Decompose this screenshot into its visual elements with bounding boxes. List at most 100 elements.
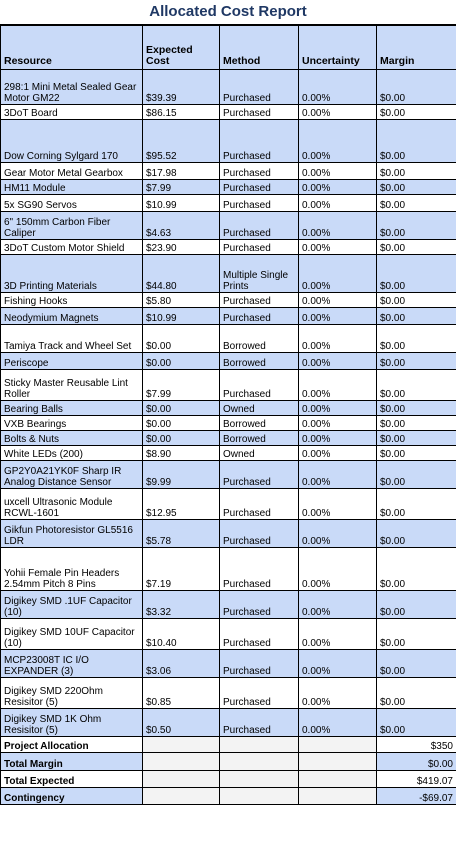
method-cell[interactable]: Purchased: [219, 194, 299, 212]
margin-cell[interactable]: $0.00: [376, 415, 456, 431]
method-cell[interactable]: Purchased: [219, 618, 299, 650]
empty-cell[interactable]: [219, 752, 299, 771]
margin-cell[interactable]: $0.00: [376, 430, 456, 446]
header-margin[interactable]: Margin: [376, 25, 456, 70]
empty-cell[interactable]: [219, 787, 299, 805]
margin-cell[interactable]: $0.00: [376, 400, 456, 416]
cost-cell[interactable]: $10.99: [142, 307, 220, 325]
uncertainty-cell[interactable]: 0.00%: [298, 369, 377, 401]
margin-cell[interactable]: $0.00: [376, 254, 456, 293]
cost-cell[interactable]: $4.63: [142, 211, 220, 240]
method-cell[interactable]: Purchased: [219, 369, 299, 401]
method-cell[interactable]: Purchased: [219, 708, 299, 737]
summary-label[interactable]: Contingency: [0, 787, 143, 805]
margin-cell[interactable]: $0.00: [376, 239, 456, 255]
margin-cell[interactable]: $0.00: [376, 162, 456, 180]
cost-cell[interactable]: $3.06: [142, 649, 220, 678]
margin-cell[interactable]: $0.00: [376, 307, 456, 325]
cost-cell[interactable]: $5.78: [142, 519, 220, 548]
resource-cell[interactable]: Gear Motor Metal Gearbox: [0, 162, 143, 180]
uncertainty-cell[interactable]: 0.00%: [298, 211, 377, 240]
cost-cell[interactable]: $9.99: [142, 460, 220, 489]
empty-cell[interactable]: [219, 770, 299, 788]
resource-cell[interactable]: Digikey SMD 10UF Capacitor (10): [0, 618, 143, 650]
resource-cell[interactable]: 6" 150mm Carbon Fiber Caliper: [0, 211, 143, 240]
resource-cell[interactable]: White LEDs (200): [0, 445, 143, 461]
resource-cell[interactable]: 3D Printing Materials: [0, 254, 143, 293]
header-method[interactable]: Method: [219, 25, 299, 70]
method-cell[interactable]: Purchased: [219, 119, 299, 163]
resource-cell[interactable]: Periscope: [0, 352, 143, 370]
method-cell[interactable]: Purchased: [219, 519, 299, 548]
resource-cell[interactable]: Yohii Female Pin Headers 2.54mm Pitch 8 …: [0, 547, 143, 591]
cost-cell[interactable]: $5.80: [142, 292, 220, 308]
cost-cell[interactable]: $7.99: [142, 369, 220, 401]
summary-value[interactable]: -$69.07: [376, 787, 456, 805]
method-cell[interactable]: Purchased: [219, 162, 299, 180]
uncertainty-cell[interactable]: 0.00%: [298, 547, 377, 591]
uncertainty-cell[interactable]: 0.00%: [298, 708, 377, 737]
margin-cell[interactable]: $0.00: [376, 119, 456, 163]
resource-cell[interactable]: Digikey SMD 220Ohm Resisitor (5): [0, 677, 143, 709]
uncertainty-cell[interactable]: 0.00%: [298, 194, 377, 212]
cost-cell[interactable]: $7.99: [142, 179, 220, 195]
uncertainty-cell[interactable]: 0.00%: [298, 239, 377, 255]
summary-label[interactable]: Project Allocation: [0, 736, 143, 753]
empty-cell[interactable]: [298, 736, 377, 753]
uncertainty-cell[interactable]: 0.00%: [298, 415, 377, 431]
empty-cell[interactable]: [142, 787, 220, 805]
resource-cell[interactable]: Dow Corning Sylgard 170: [0, 119, 143, 163]
margin-cell[interactable]: $0.00: [376, 324, 456, 353]
margin-cell[interactable]: $0.00: [376, 352, 456, 370]
empty-cell[interactable]: [142, 752, 220, 771]
cost-cell[interactable]: $86.15: [142, 104, 220, 120]
margin-cell[interactable]: $0.00: [376, 445, 456, 461]
uncertainty-cell[interactable]: 0.00%: [298, 430, 377, 446]
method-cell[interactable]: Owned: [219, 400, 299, 416]
margin-cell[interactable]: $0.00: [376, 104, 456, 120]
resource-cell[interactable]: 298:1 Mini Metal Sealed Gear Motor GM22: [0, 69, 143, 105]
summary-value[interactable]: $0.00: [376, 752, 456, 771]
summary-label[interactable]: Total Margin: [0, 752, 143, 771]
cost-cell[interactable]: $0.00: [142, 324, 220, 353]
resource-cell[interactable]: Tamiya Track and Wheel Set: [0, 324, 143, 353]
resource-cell[interactable]: Digikey SMD .1UF Capacitor (10): [0, 590, 143, 619]
cost-cell[interactable]: $0.00: [142, 430, 220, 446]
empty-cell[interactable]: [298, 752, 377, 771]
cost-cell[interactable]: $8.90: [142, 445, 220, 461]
resource-cell[interactable]: MCP23008T IC I/O EXPANDER (3): [0, 649, 143, 678]
method-cell[interactable]: Borrowed: [219, 324, 299, 353]
cost-cell[interactable]: $3.32: [142, 590, 220, 619]
uncertainty-cell[interactable]: 0.00%: [298, 590, 377, 619]
margin-cell[interactable]: $0.00: [376, 618, 456, 650]
uncertainty-cell[interactable]: 0.00%: [298, 69, 377, 105]
cost-cell[interactable]: $17.98: [142, 162, 220, 180]
cost-cell[interactable]: $0.00: [142, 400, 220, 416]
method-cell[interactable]: Purchased: [219, 547, 299, 591]
method-cell[interactable]: Multiple Single Prints: [219, 254, 299, 293]
margin-cell[interactable]: $0.00: [376, 69, 456, 105]
resource-cell[interactable]: HM11 Module: [0, 179, 143, 195]
cost-cell[interactable]: $44.80: [142, 254, 220, 293]
method-cell[interactable]: Purchased: [219, 239, 299, 255]
resource-cell[interactable]: 3DoT Custom Motor Shield: [0, 239, 143, 255]
uncertainty-cell[interactable]: 0.00%: [298, 677, 377, 709]
cost-cell[interactable]: $23.90: [142, 239, 220, 255]
empty-cell[interactable]: [298, 770, 377, 788]
method-cell[interactable]: Owned: [219, 445, 299, 461]
uncertainty-cell[interactable]: 0.00%: [298, 119, 377, 163]
uncertainty-cell[interactable]: 0.00%: [298, 162, 377, 180]
resource-cell[interactable]: uxcell Ultrasonic Module RCWL-1601: [0, 488, 143, 520]
method-cell[interactable]: Borrowed: [219, 415, 299, 431]
resource-cell[interactable]: VXB Bearings: [0, 415, 143, 431]
method-cell[interactable]: Purchased: [219, 677, 299, 709]
method-cell[interactable]: Purchased: [219, 649, 299, 678]
margin-cell[interactable]: $0.00: [376, 211, 456, 240]
header-expected-cost[interactable]: Expected Cost: [142, 25, 220, 70]
resource-cell[interactable]: Gikfun Photoresistor GL5516 LDR: [0, 519, 143, 548]
method-cell[interactable]: Borrowed: [219, 430, 299, 446]
margin-cell[interactable]: $0.00: [376, 708, 456, 737]
uncertainty-cell[interactable]: 0.00%: [298, 324, 377, 353]
resource-cell[interactable]: Digikey SMD 1K Ohm Resisitor (5): [0, 708, 143, 737]
method-cell[interactable]: Purchased: [219, 69, 299, 105]
